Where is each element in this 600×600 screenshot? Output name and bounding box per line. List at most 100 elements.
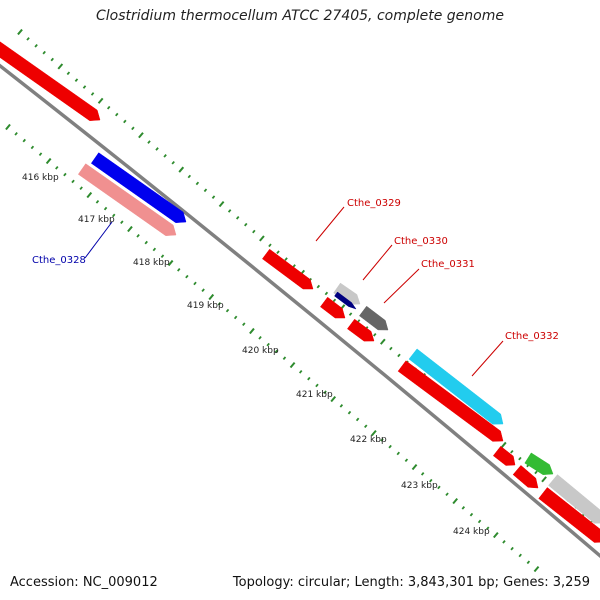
gene-label-cthe-0328[interactable]: Cthe_0328 [32, 255, 86, 266]
tick-mark [348, 312, 353, 316]
tick-mark [103, 206, 108, 211]
tick-mark [242, 322, 246, 327]
gene-arrow-green[interactable] [524, 452, 554, 475]
tick-mark [22, 138, 26, 143]
tick-mark [485, 526, 490, 531]
tick-mark [500, 441, 507, 448]
tick-mark [541, 476, 547, 483]
tick-mark [82, 85, 87, 89]
gene-arrow-red-8[interactable] [538, 487, 600, 543]
gene-arrow-cyan[interactable] [408, 348, 504, 425]
tick-mark [131, 126, 135, 131]
gene-arrow-red-4[interactable] [347, 318, 375, 342]
tick-mark [127, 225, 133, 233]
tick-mark [397, 353, 401, 358]
tick-mark [185, 274, 189, 279]
tick-mark [227, 209, 232, 213]
tick-mark [469, 512, 474, 517]
tick-mark [268, 243, 272, 248]
tick-mark [316, 284, 321, 289]
tick-mark [211, 195, 216, 199]
tick-mark [57, 63, 64, 70]
tick-mark [136, 234, 140, 238]
gene-arrow-lightgray-2[interactable] [548, 474, 600, 524]
kbp-label: 419 kbp [187, 301, 224, 311]
tick-track-inner [5, 123, 540, 573]
tick-mark [45, 157, 52, 165]
tick-mark [259, 235, 265, 242]
gene-label-cthe-0329[interactable]: Cthe_0329 [347, 198, 401, 209]
tick-mark [339, 404, 344, 408]
tick-mark [502, 540, 506, 544]
tick-mark [152, 247, 157, 252]
gene-arrow-red-3[interactable] [320, 296, 346, 319]
tick-mark [510, 449, 514, 454]
tick-mark [187, 174, 192, 179]
gene-arrow-navy[interactable] [334, 291, 357, 310]
gene-arrow-blue[interactable] [90, 152, 187, 223]
tick-mark [307, 376, 311, 381]
tick-mark [233, 315, 238, 320]
kbp-label: 423 kbp [401, 481, 438, 491]
tick-mark [34, 43, 38, 48]
leader-line-cthe-0328 [84, 221, 113, 259]
tick-mark [90, 92, 95, 96]
tick-mark [160, 254, 165, 259]
tick-mark [144, 240, 148, 245]
tick-mark [123, 119, 127, 124]
leader-line-cthe-0329 [315, 206, 345, 242]
tick-track-outer [17, 28, 595, 523]
tick-mark [534, 470, 538, 475]
tick-mark [71, 179, 75, 184]
tick-mark [217, 302, 222, 306]
tick-mark [330, 395, 337, 403]
gene-arrow-red-5[interactable] [397, 360, 504, 442]
gene-arrow-red-1[interactable] [0, 39, 101, 121]
tick-mark [42, 50, 46, 55]
tick-mark [404, 458, 409, 463]
gene-arrow-pink[interactable] [77, 163, 177, 236]
tick-mark [445, 492, 449, 497]
tick-mark [364, 424, 368, 429]
tick-mark [347, 410, 352, 415]
tick-mark [266, 342, 270, 347]
tick-mark [111, 213, 116, 218]
tick-mark [171, 160, 175, 165]
tick-mark [324, 291, 329, 296]
tick-mark [138, 132, 144, 139]
tick-mark [510, 546, 514, 551]
gene-label-cthe-0330[interactable]: Cthe_0330 [394, 236, 448, 247]
tick-mark [95, 200, 100, 204]
gene-label-cthe-0332[interactable]: Cthe_0332 [505, 331, 559, 342]
kbp-label: 422 kbp [350, 435, 387, 445]
tick-mark [252, 229, 256, 234]
tick-mark [235, 215, 240, 220]
tick-mark [452, 497, 459, 505]
tick-mark [379, 338, 386, 345]
tick-mark [388, 444, 392, 449]
gene-arrow-gray[interactable] [359, 305, 389, 331]
tick-mark [74, 78, 79, 82]
tick-mark [477, 519, 482, 524]
gene-arrow-red-2[interactable] [262, 248, 314, 290]
tick-mark [276, 250, 280, 254]
tick-mark [526, 560, 531, 565]
tick-mark [429, 478, 433, 483]
tick-mark [203, 188, 208, 193]
tick-mark [97, 97, 104, 104]
tick-mark [244, 222, 248, 227]
tick-mark [249, 327, 255, 335]
kbp-label: 421 kbp [296, 390, 333, 400]
tick-mark [355, 417, 360, 422]
tick-mark [55, 166, 59, 170]
kbp-label: 424 kbp [453, 527, 490, 537]
tick-mark [518, 456, 522, 461]
tick-mark [420, 472, 425, 476]
gene-arrow-red-6[interactable] [492, 445, 516, 466]
gene-label-cthe-0331[interactable]: Cthe_0331 [421, 259, 475, 270]
tick-mark [5, 123, 11, 131]
tick-mark [461, 506, 466, 510]
gene-arrow-red-7[interactable] [512, 465, 539, 489]
tick-mark [14, 131, 18, 136]
